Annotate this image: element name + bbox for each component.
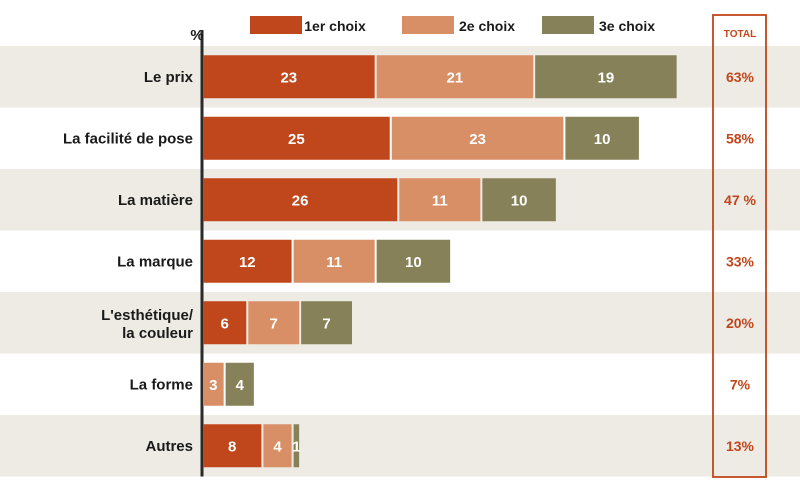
bar-segment <box>203 362 224 406</box>
total-value: 47 % <box>724 192 756 208</box>
data-label: 23 <box>280 69 297 86</box>
data-label: 19 <box>598 69 615 86</box>
bar-segment <box>203 178 398 222</box>
bar-segment <box>293 424 300 468</box>
bar-segment <box>203 116 390 160</box>
data-label: 10 <box>405 254 422 271</box>
data-label: 10 <box>594 131 611 148</box>
data-label: 8 <box>228 438 236 455</box>
bar-segment <box>203 424 262 468</box>
category-label: La matière <box>118 192 193 209</box>
category-label: La forme <box>130 376 193 393</box>
data-label: 4 <box>273 438 282 455</box>
category-label: Autres <box>145 438 193 455</box>
category-label: Le prix <box>144 69 194 86</box>
data-label: 4 <box>236 377 245 394</box>
legend-label: 1er choix <box>304 18 366 34</box>
data-label: 23 <box>469 131 486 148</box>
bar-segment <box>225 362 254 406</box>
total-value: 63% <box>726 69 755 85</box>
bar-segment <box>535 55 677 99</box>
total-value: 20% <box>726 315 755 331</box>
bar-segment <box>203 55 375 99</box>
data-label: 11 <box>326 254 342 271</box>
legend-swatch <box>250 16 302 34</box>
bar-segment <box>301 301 352 345</box>
bar-segment <box>399 178 481 222</box>
legend: 1er choix 2e choix 3e choix <box>250 16 655 34</box>
bar-segment <box>263 424 292 468</box>
bar-segment <box>376 55 534 99</box>
data-label: 3 <box>209 377 217 394</box>
total-value: 33% <box>726 253 755 269</box>
bar-segment <box>376 239 451 283</box>
data-label: 26 <box>292 192 309 209</box>
bar-segment <box>203 301 247 345</box>
category-label: La facilité de pose <box>63 130 193 147</box>
bar-segment <box>203 239 292 283</box>
data-label: 11 <box>432 192 448 209</box>
category-labels: Le prix La facilité de pose La matière La m… <box>63 69 194 455</box>
unit-label: % <box>190 27 203 44</box>
bar-segment <box>293 239 375 283</box>
bar-segment <box>248 301 300 345</box>
category-label: L'esthétique/la couleur <box>101 307 194 342</box>
legend-label: 3e choix <box>599 18 655 34</box>
legend-swatch <box>542 16 594 34</box>
data-label: 12 <box>239 254 256 271</box>
bar-segment <box>482 178 556 222</box>
total-value: 7% <box>730 376 751 392</box>
data-label: 6 <box>220 315 228 332</box>
data-label: 21 <box>447 69 464 86</box>
total-value: 58% <box>726 130 755 146</box>
axis-group: % <box>190 27 204 477</box>
legend-swatch <box>402 16 454 34</box>
totals-header: TOTAL <box>724 29 756 40</box>
data-label: 7 <box>270 315 278 332</box>
legend-label: 2e choix <box>459 18 515 34</box>
bar-segment <box>391 116 564 160</box>
data-label: 7 <box>322 315 330 332</box>
data-label: 10 <box>511 192 528 209</box>
category-label: La marque <box>117 253 193 270</box>
totals-box <box>712 14 767 478</box>
row-band <box>0 292 800 354</box>
row-band <box>0 415 800 477</box>
data-label: 25 <box>288 131 305 148</box>
total-value: 13% <box>726 438 755 454</box>
data-label: 1 <box>292 438 300 455</box>
bar-segment <box>565 116 639 160</box>
totals-column: TOTAL 63% 58% 47 % 33% 20% 7% 13% <box>712 14 767 478</box>
